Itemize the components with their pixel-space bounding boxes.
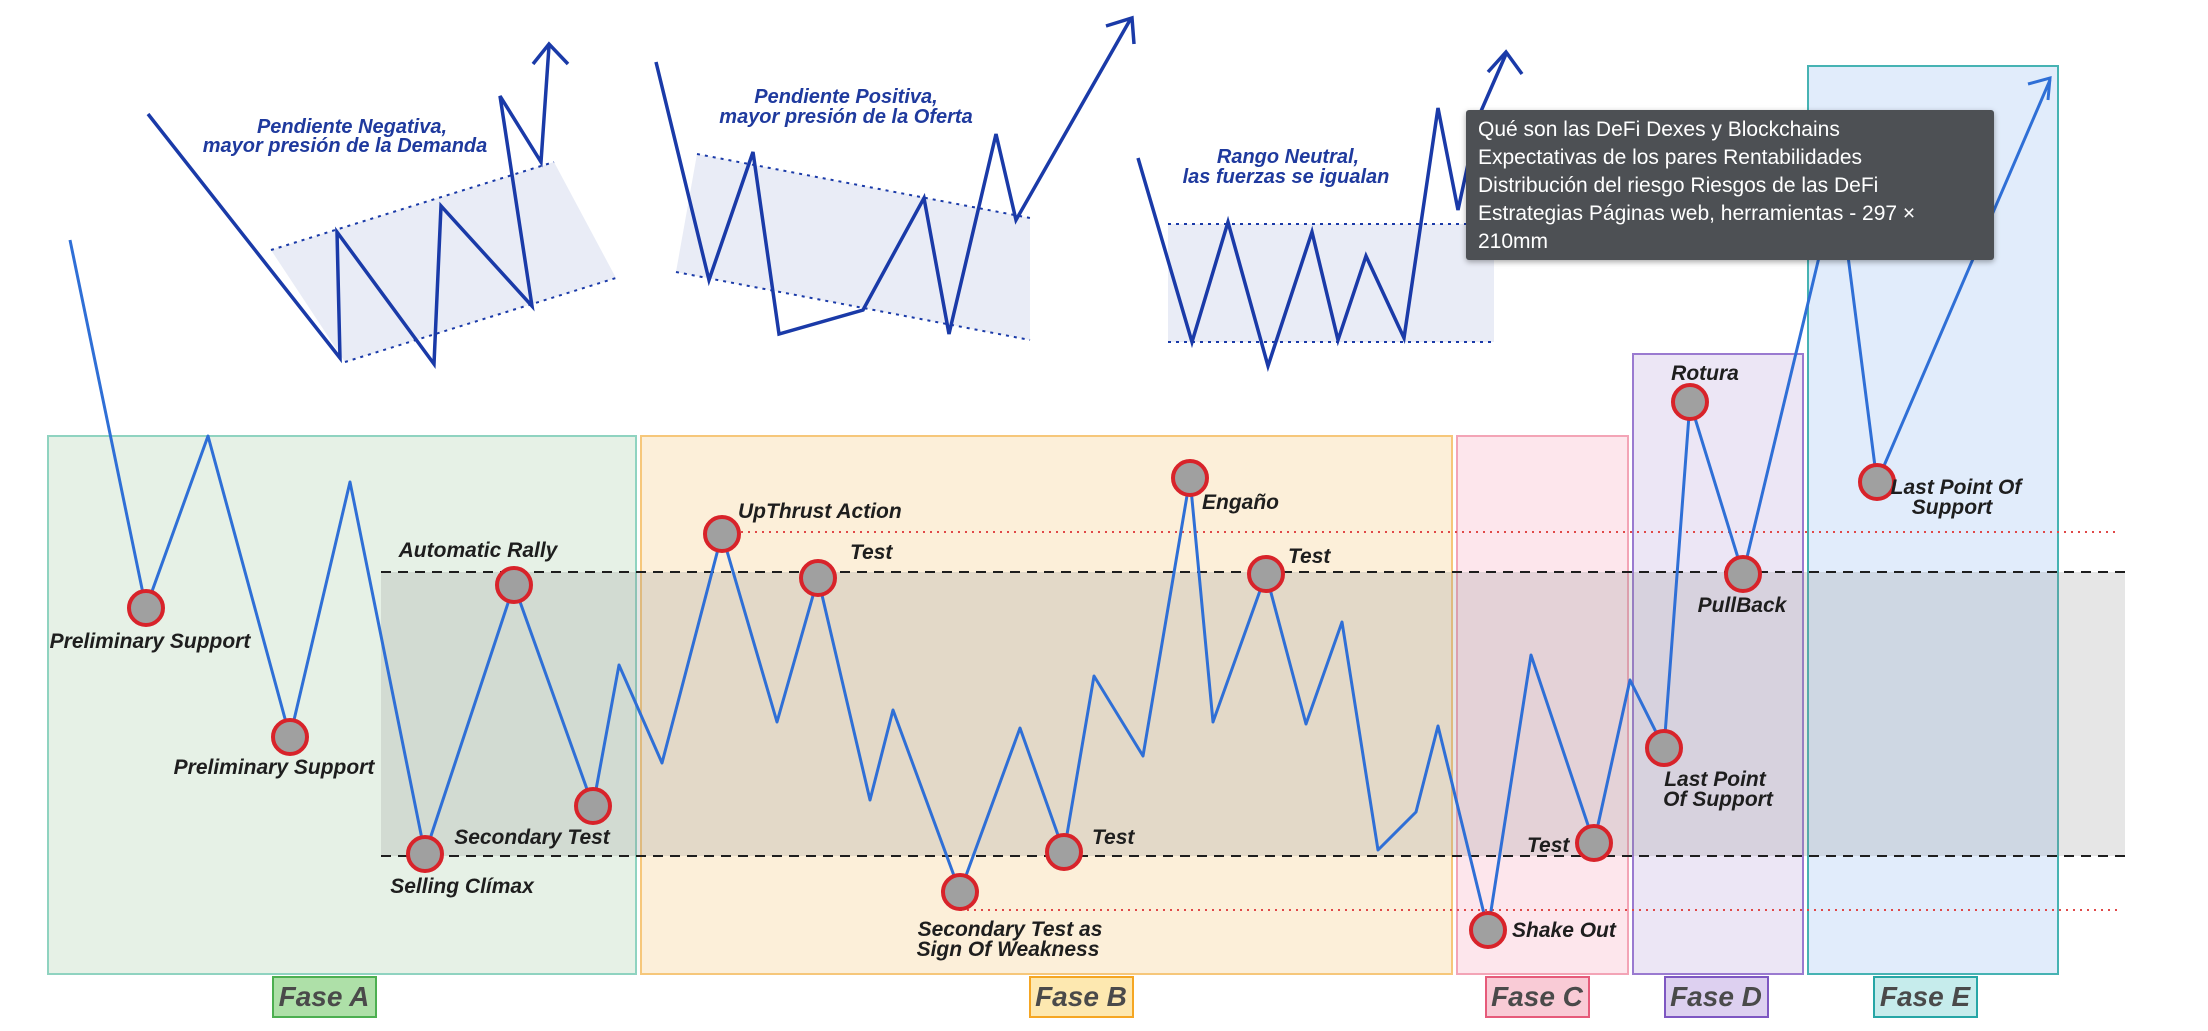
- label-last-point-d-2: Of Support: [1663, 788, 1774, 811]
- phase-d-tag: [1664, 976, 1769, 1018]
- label-last-point-e-2: Support: [1912, 496, 1993, 519]
- event-labels: Preliminary Support Preliminary Support …: [50, 362, 2024, 961]
- marker-secondary-test-sow: [941, 873, 979, 911]
- marker-last-point-of-support-d: [1645, 729, 1683, 767]
- marker-selling-climax: [406, 835, 444, 873]
- label-test-c: Test: [1527, 834, 1570, 857]
- marker-pullback: [1724, 555, 1762, 593]
- label-upthrust-action: UpThrust Action: [738, 500, 902, 523]
- label-automatic-rally: Automatic Rally: [398, 539, 559, 562]
- label-preliminary-support-1: Preliminary Support: [50, 630, 252, 653]
- label-preliminary-support-2: Preliminary Support: [174, 756, 376, 779]
- phase-a-label: Fase A: [279, 981, 370, 1012]
- phase-d-box: [1632, 353, 1804, 975]
- label-selling-climax: Selling Clímax: [390, 875, 535, 898]
- marker-rotura: [1671, 383, 1709, 421]
- price-arrowhead: [2027, 75, 2052, 101]
- phase-a-box: [47, 435, 637, 975]
- marker-test-c: [1575, 824, 1613, 862]
- positive-arrowhead: [1105, 15, 1136, 45]
- positive-label-2: mayor presión de la Oferta: [719, 106, 972, 128]
- marker-test-b2: [1045, 833, 1083, 871]
- positive-price-path: [654, 19, 1132, 337]
- negative-price-path: [146, 45, 551, 370]
- phase-c-tag: [1485, 976, 1590, 1018]
- phase-c-label: Fase C: [1491, 981, 1584, 1012]
- positive-label-1: Pendiente Positiva,: [754, 86, 937, 108]
- phase-d-label: Fase D: [1670, 981, 1762, 1012]
- neutral-label-1: Rango Neutral,: [1217, 146, 1359, 168]
- negative-channel-fill: [271, 162, 616, 362]
- negative-arrowhead: [531, 41, 570, 66]
- neutral-label-2: las fuerzas se igualan: [1183, 166, 1390, 188]
- phase-a-tag: [272, 976, 377, 1018]
- neutral-range-fill: [1168, 224, 1494, 342]
- marker-test-b1: [799, 559, 837, 597]
- label-rotura: Rotura: [1671, 362, 1739, 385]
- trading-range-band: [381, 572, 2125, 856]
- phase-e-label: Fase E: [1880, 981, 1972, 1012]
- marker-secondary-test: [574, 787, 612, 825]
- label-last-point-d-1: Last Point: [1664, 768, 1767, 791]
- phase-e-tag: [1873, 976, 1978, 1018]
- negative-label-1: Pendiente Negativa,: [257, 116, 447, 138]
- phase-c-box: [1456, 435, 1629, 975]
- marker-last-point-of-support-e: [1858, 463, 1896, 501]
- neutral-price-path: [1136, 53, 1508, 373]
- label-test-b1: Test: [850, 541, 893, 564]
- label-last-point-e-1: Last Point Of: [1891, 476, 2024, 499]
- neutral-arrowhead: [1486, 49, 1524, 76]
- label-secondary-test-sow-2: Sign Of Weakness: [917, 938, 1100, 961]
- phase-b-box: [640, 435, 1453, 975]
- label-test-b2: Test: [1092, 826, 1135, 849]
- label-engano: Engaño: [1202, 491, 1279, 514]
- label-shake-out: Shake Out: [1512, 919, 1617, 942]
- example-neutral-range: Rango Neutral, las fuerzas se igualan: [1136, 49, 1524, 373]
- hover-tooltip: Qué son las DeFi Dexes y Blockchains Exp…: [1466, 110, 1994, 260]
- marker-preliminary-support-1: [127, 589, 165, 627]
- phase-tags: Fase A Fase B Fase C Fase D Fase E: [272, 976, 1978, 1018]
- phase-b-tag: [1029, 976, 1134, 1018]
- negative-label-2: mayor presión de la Demanda: [203, 135, 488, 157]
- price-path: [68, 79, 2052, 932]
- event-markers: [127, 383, 1896, 949]
- marker-preliminary-support-2: [271, 718, 309, 756]
- positive-upper-line: [696, 153, 1031, 219]
- example-positive-slope: Pendiente Positiva, mayor presión de la …: [654, 15, 1136, 341]
- example-negative-slope: Pendiente Negativa, mayor presión de la …: [146, 41, 617, 370]
- label-test-b3: Test: [1288, 545, 1331, 568]
- marker-shake-out: [1469, 911, 1507, 949]
- phase-b-label: Fase B: [1035, 981, 1127, 1012]
- marker-test-b3: [1247, 555, 1285, 593]
- label-secondary-test: Secondary Test: [454, 826, 611, 849]
- label-secondary-test-sow-1: Secondary Test as: [918, 918, 1103, 941]
- marker-automatic-rally: [495, 566, 533, 604]
- negative-upper-line: [270, 161, 555, 251]
- marker-upthrust-action: [703, 515, 741, 553]
- marker-engano: [1171, 459, 1209, 497]
- label-pullback: PullBack: [1698, 594, 1788, 617]
